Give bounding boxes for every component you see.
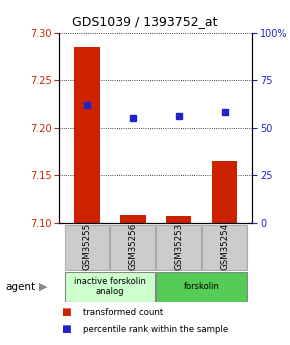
Text: inactive forskolin
analog: inactive forskolin analog xyxy=(74,277,146,296)
Text: GSM35253: GSM35253 xyxy=(174,223,183,270)
Text: forskolin: forskolin xyxy=(184,282,220,291)
Bar xyxy=(156,225,201,270)
Bar xyxy=(110,225,155,270)
Text: percentile rank within the sample: percentile rank within the sample xyxy=(83,325,228,334)
Bar xyxy=(166,216,191,223)
Bar xyxy=(64,225,110,270)
Text: GSM35254: GSM35254 xyxy=(220,223,229,270)
Bar xyxy=(212,161,238,223)
Text: agent: agent xyxy=(6,282,36,292)
Text: GSM35256: GSM35256 xyxy=(128,223,137,270)
Bar xyxy=(74,47,100,223)
Text: transformed count: transformed count xyxy=(83,308,163,317)
Bar xyxy=(120,215,146,223)
Bar xyxy=(156,272,247,302)
Text: GDS1039 / 1393752_at: GDS1039 / 1393752_at xyxy=(72,16,218,29)
Text: ■: ■ xyxy=(61,325,71,334)
Text: ■: ■ xyxy=(61,307,71,317)
Text: ▶: ▶ xyxy=(39,282,47,292)
Bar xyxy=(202,225,247,270)
Text: GSM35255: GSM35255 xyxy=(82,223,92,270)
Bar xyxy=(64,272,155,302)
